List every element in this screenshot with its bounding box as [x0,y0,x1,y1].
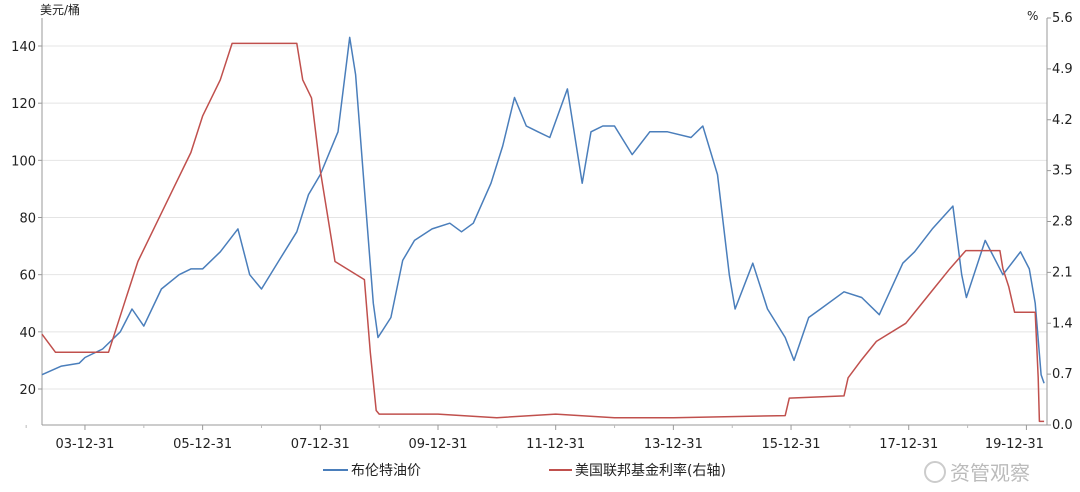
gridlines [42,45,1047,390]
left-axis-unit: 美元/桶 [40,2,80,17]
left-tick-label: 40 [19,326,36,341]
left-tick-label: 80 [19,211,36,226]
x-tick-label: 09-12-31 [408,437,467,452]
fed-rate-line [41,42,1045,423]
x-tick-label: 17-12-31 [879,437,938,452]
right-tick-label: 0.0 [1052,418,1073,433]
legend-label-fed-rate: 美国联邦基金利率(右轴) [575,462,726,479]
x-tick-label: 13-12-31 [644,437,703,452]
right-tick-label: 4.2 [1052,113,1073,128]
x-tick-label: 19-12-31 [985,437,1044,452]
left-tick-label: 120 [11,97,36,112]
right-tick-label: 3.5 [1052,164,1073,179]
left-tick-label: 140 [11,40,36,55]
right-tick-label: 1.4 [1052,316,1073,331]
right-tick-label: 0.7 [1052,367,1073,382]
right-tick-label: 4.9 [1052,62,1073,77]
watermark-logo-icon [924,461,946,483]
x-tick-label: 15-12-31 [762,437,821,452]
left-tick-label: 100 [11,154,36,169]
x-tick-label: 05-12-31 [173,437,232,452]
right-tick-label: 2.8 [1052,215,1073,230]
watermark: 资管观察 [950,461,1030,485]
x-tick-label: 03-12-31 [55,437,114,452]
left-tick-label: 60 [19,269,36,284]
brent-price-line [41,36,1045,384]
right-axis-unit: % [1027,9,1038,23]
right-tick-label: 2.1 [1052,265,1073,280]
legend-label-brent: 布伦特油价 [351,463,421,479]
legend: 布伦特油价 美国联邦基金利率(右轴) [323,462,726,479]
right-tick-label: 5.6 [1052,11,1073,26]
left-tick-label: 20 [19,383,36,398]
x-tick-label: 07-12-31 [291,437,350,452]
x-tick-label: 11-12-31 [526,437,585,452]
